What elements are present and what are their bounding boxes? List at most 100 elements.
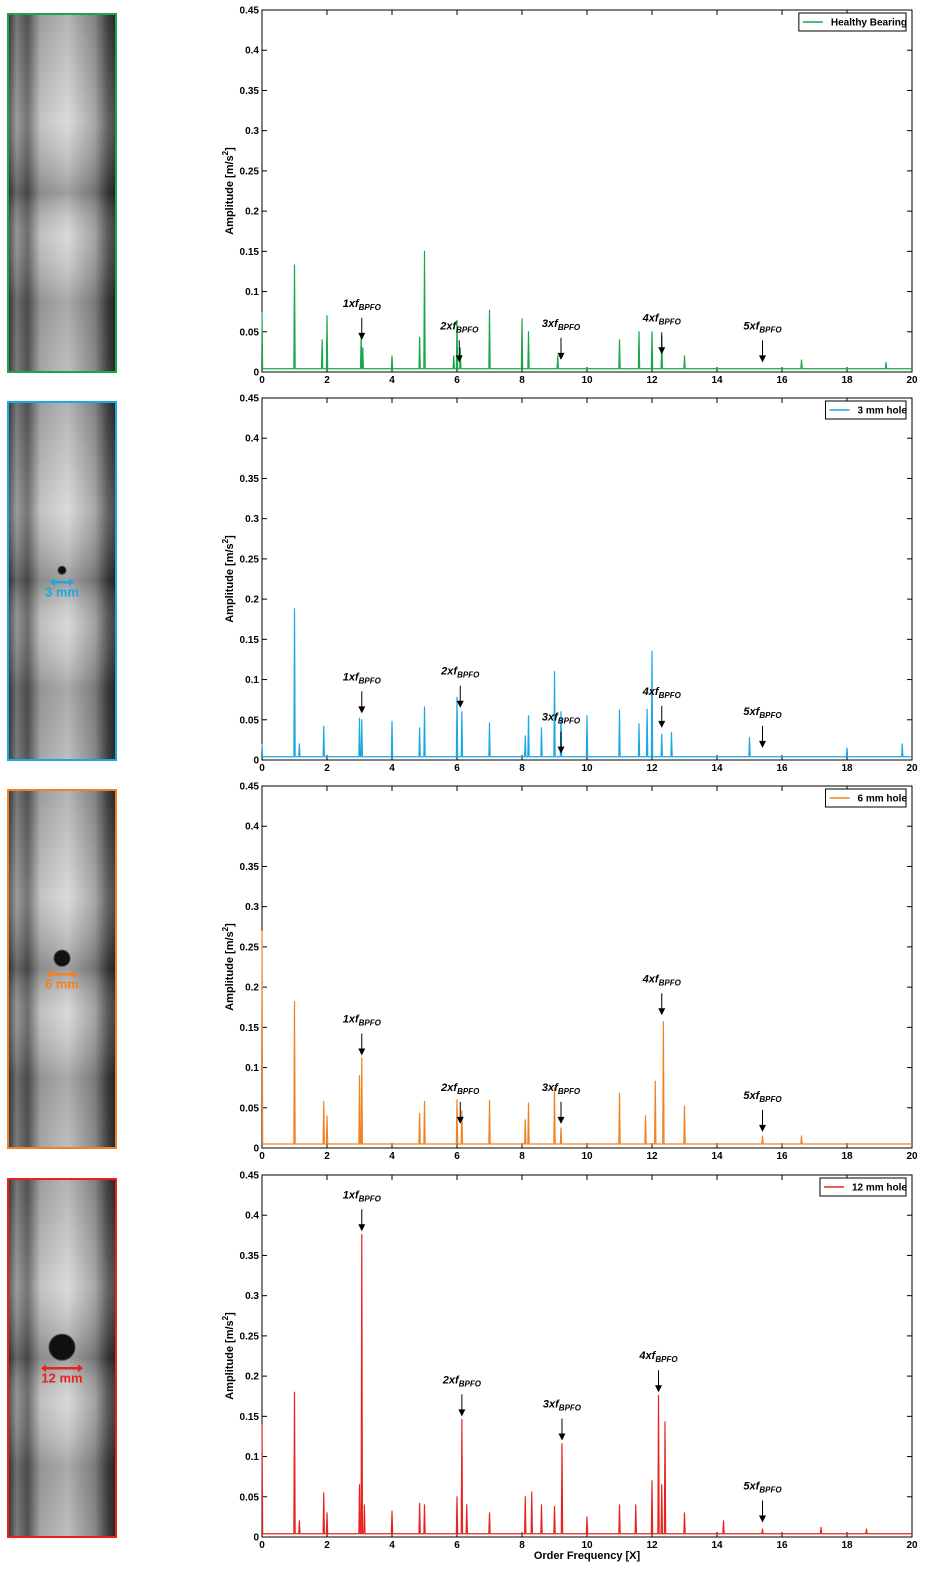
legend-label: 12 mm hole — [852, 1183, 907, 1194]
photo-shading — [8, 790, 116, 1148]
annotation-arrowhead — [557, 352, 565, 360]
y-tick-label: 0.05 — [240, 1492, 260, 1503]
x-tick-label: 10 — [581, 1540, 593, 1551]
y-tick-label: 0.1 — [245, 1063, 259, 1074]
x-tick-label: 4 — [389, 1540, 395, 1551]
annotation-label: 1xf — [343, 1013, 360, 1025]
annotation-sub: BPFO — [759, 1095, 782, 1104]
y-label-text: Amplitude [m/s — [224, 1320, 236, 1399]
y-tick-label: 0.4 — [245, 434, 259, 445]
legend-label: 6 mm hole — [858, 794, 908, 805]
x-tick-label: 8 — [519, 375, 525, 386]
y-tick-label: 0.4 — [245, 1211, 259, 1222]
y-tick-label: 0.2 — [245, 595, 259, 606]
plot-area — [261, 1174, 913, 1538]
size-label: 6 mm — [45, 976, 79, 991]
annotation: 3xfBPFO — [543, 1398, 582, 1412]
y-label-text: Amplitude [m/s — [224, 543, 236, 622]
annotation-sub: BPFO — [659, 691, 682, 700]
size-arrowhead — [50, 578, 74, 587]
x-tick-label: 2 — [324, 763, 330, 774]
y-label-end: ] — [224, 1312, 236, 1316]
y-tick-label: 0.3 — [245, 902, 259, 913]
annotation-label: 5xf — [743, 706, 760, 718]
annotation: 3xfBPFO — [542, 1082, 581, 1096]
annotation: 1xfBPFO — [343, 671, 382, 685]
annotation-sub: BPFO — [459, 1379, 482, 1388]
y-tick-label: 0.1 — [245, 675, 259, 686]
bearing-photo: 12 mm — [7, 1178, 117, 1538]
y-tick-label: 0.35 — [240, 86, 260, 97]
legend: 12 mm hole — [819, 1177, 907, 1197]
x-tick-label: 16 — [776, 1540, 788, 1551]
annotation-label: 1xf — [343, 298, 360, 310]
annotation-label: 5xf — [743, 1090, 760, 1102]
legend: 6 mm hole — [825, 788, 908, 808]
annotation-arrowhead — [759, 1124, 766, 1132]
y-tick-label: 0.1 — [245, 287, 259, 298]
x-tick-label: 4 — [389, 1151, 395, 1162]
annotation-arrowhead — [759, 355, 766, 363]
x-tick-label: 18 — [841, 1151, 853, 1162]
x-tick-label: 16 — [776, 763, 788, 774]
annotation: 2xfBPFO — [439, 320, 479, 334]
annotation-label: 1xf — [343, 1189, 360, 1201]
annotation-sub: BPFO — [558, 1087, 581, 1096]
x-tick-label: 16 — [776, 375, 788, 386]
y-tick-label: 0.35 — [240, 862, 260, 873]
x-tick-label: 6 — [454, 1151, 460, 1162]
photo-shading — [8, 14, 116, 372]
x-tick-label: 2 — [324, 1151, 330, 1162]
x-tick-label: 12 — [646, 1540, 658, 1551]
annotation-sub: BPFO — [558, 717, 581, 726]
x-tick-label: 4 — [389, 763, 395, 774]
y-tick-label: 0.2 — [245, 983, 259, 994]
annotation-arrowhead — [655, 1385, 662, 1393]
spectrum-line — [261, 1233, 912, 1535]
hole — [48, 1333, 76, 1361]
plot-area — [261, 397, 913, 761]
photo-frame — [7, 13, 117, 373]
y-tick-label: 0.05 — [240, 1103, 260, 1114]
x-tick-label: 8 — [519, 1540, 525, 1551]
annotation: 4xfBPFO — [642, 686, 682, 700]
annotation: 4xfBPFO — [642, 973, 682, 987]
x-tick-label: 10 — [581, 1151, 593, 1162]
y-tick-label: 0.4 — [245, 822, 259, 833]
annotation-sub: BPFO — [456, 325, 479, 334]
legend-box — [819, 1177, 907, 1197]
x-tick-label: 0 — [259, 1151, 265, 1162]
y-tick-label: 0.05 — [240, 715, 260, 726]
legend: Healthy Bearing — [798, 12, 907, 32]
spectrum-line — [261, 930, 912, 1145]
annotation-arrowhead — [455, 355, 463, 363]
y-label-sup: 2 — [221, 1315, 230, 1320]
annotation-label: 5xf — [743, 320, 760, 332]
x-tick-label: 20 — [906, 763, 918, 774]
x-tick-label: 14 — [711, 1151, 723, 1162]
size-label: 3 mm — [45, 584, 79, 599]
y-tick-label: 0.4 — [245, 46, 259, 57]
annotation-sub: BPFO — [558, 323, 581, 332]
annotation-label: 3xf — [542, 712, 559, 724]
annotation-arrowhead — [358, 706, 366, 714]
hole — [57, 565, 67, 575]
x-tick-label: 18 — [841, 1540, 853, 1551]
x-tick-label: 4 — [389, 375, 395, 386]
annotation-arrowhead — [759, 740, 766, 748]
annotation-sub: BPFO — [359, 1018, 382, 1027]
plot-area — [261, 9, 913, 373]
annotation-sub: BPFO — [359, 1194, 382, 1203]
y-label-text: Amplitude [m/s — [224, 155, 236, 234]
y-tick-label: 0 — [253, 756, 259, 767]
y-tick-label: 0.25 — [240, 166, 260, 177]
y-label-sup: 2 — [221, 538, 230, 543]
annotation-sub: BPFO — [359, 303, 382, 312]
x-tick-label: 10 — [581, 375, 593, 386]
x-axis-label: Order Frequency [X] — [534, 1550, 641, 1562]
x-tick-label: 14 — [711, 1540, 723, 1551]
y-tick-label: 0 — [253, 1533, 259, 1544]
annotation: 2xfBPFO — [440, 1082, 480, 1096]
annotation-sub: BPFO — [759, 1486, 782, 1495]
